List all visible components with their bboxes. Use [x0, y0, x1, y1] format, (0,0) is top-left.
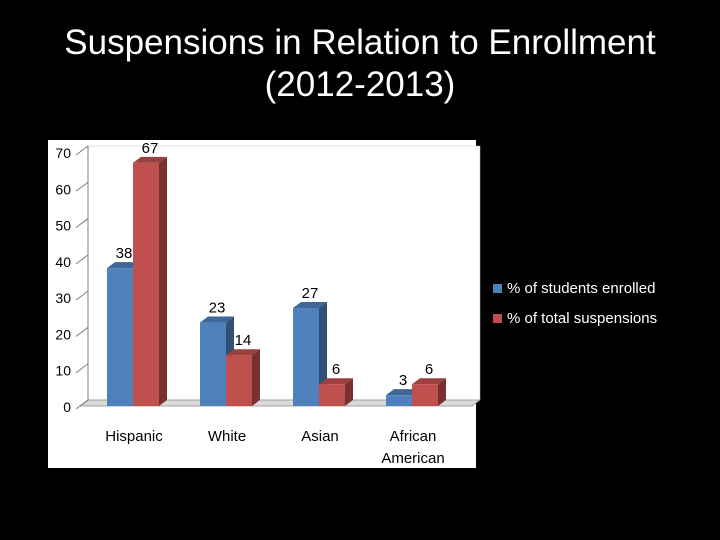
bar-top-1-0: [200, 316, 234, 323]
y-tick-label-6: 60: [55, 181, 71, 197]
x-tick-label-3-1: American: [381, 450, 444, 467]
y-tick-mark-1: [75, 363, 89, 374]
data-label-1-0: 23: [209, 300, 226, 317]
chart-legend: % of students enrolled % of total suspen…: [493, 278, 657, 338]
y-tick-label-4: 40: [55, 254, 71, 270]
legend-label-enrolled: % of students enrolled: [507, 279, 656, 297]
bar-side-1-1: [252, 349, 260, 406]
y-tick-label-5: 50: [55, 218, 71, 234]
y-tick-label-7: 70: [55, 145, 71, 161]
bar-1-1: [226, 355, 252, 406]
bar-1-0: [200, 322, 226, 406]
data-label-1-1: 14: [235, 332, 252, 349]
bar-side-0-1: [159, 156, 167, 406]
y-tick-label-3: 30: [55, 290, 71, 306]
bar-top-0-0: [107, 262, 141, 269]
legend-label-suspensions: % of total suspensions: [507, 309, 658, 327]
chart-title: Suspensions in Relation to Enrollment (2…: [0, 22, 720, 106]
bar-3-1: [412, 384, 438, 406]
bar-top-2-1: [319, 378, 353, 385]
y-tick-mark-5: [75, 218, 89, 228]
y-tick-mark-4: [75, 254, 89, 265]
bar-top-3-1: [412, 378, 446, 385]
bar-top-3-0: [386, 389, 420, 396]
data-label-2-0: 27: [302, 285, 319, 302]
bar-top-1-1: [226, 349, 260, 356]
bar-0-0: [107, 268, 133, 406]
bar-2-0: [293, 308, 319, 406]
data-label-3-1: 6: [425, 361, 433, 378]
y-tick-mark-2: [75, 327, 89, 337]
data-label-3-0: 3: [399, 372, 407, 389]
y-tick-label-2: 20: [55, 326, 71, 342]
data-label-0-1: 67: [142, 140, 159, 157]
x-tick-label-1: White: [208, 428, 246, 445]
data-label-2-1: 6: [332, 361, 340, 378]
bar-top-0-1: [133, 156, 167, 163]
bar-0-1: [133, 162, 159, 406]
bar-2-1: [319, 384, 345, 406]
legend-item-enrolled: % of students enrolled: [493, 278, 657, 298]
x-tick-label-0: Hispanic: [105, 428, 163, 445]
data-label-0-0: 38: [116, 245, 133, 262]
y-tick-mark-0: [75, 399, 89, 410]
y-tick-label-0: 0: [63, 399, 71, 415]
y-tick-label-1: 10: [55, 363, 71, 379]
x-tick-label-2: Asian: [301, 428, 339, 445]
y-tick-mark-6: [75, 181, 89, 192]
legend-swatch-enrolled: [493, 283, 502, 293]
legend-swatch-suspensions: [493, 313, 502, 323]
bar-side-3-1: [438, 378, 446, 406]
bar-side-2-1: [345, 378, 353, 406]
y-tick-mark-7: [75, 145, 89, 156]
legend-item-suspensions: % of total suspensions: [493, 308, 657, 328]
chart-title-line-2: (2012-2013): [264, 65, 456, 104]
y-tick-mark-3: [75, 290, 89, 301]
bar-top-2-0: [293, 302, 327, 309]
bar-3-0: [386, 395, 412, 406]
chart-title-line-1: Suspensions in Relation to Enrollment: [64, 23, 656, 62]
x-tick-label-3-0: African: [390, 428, 437, 445]
